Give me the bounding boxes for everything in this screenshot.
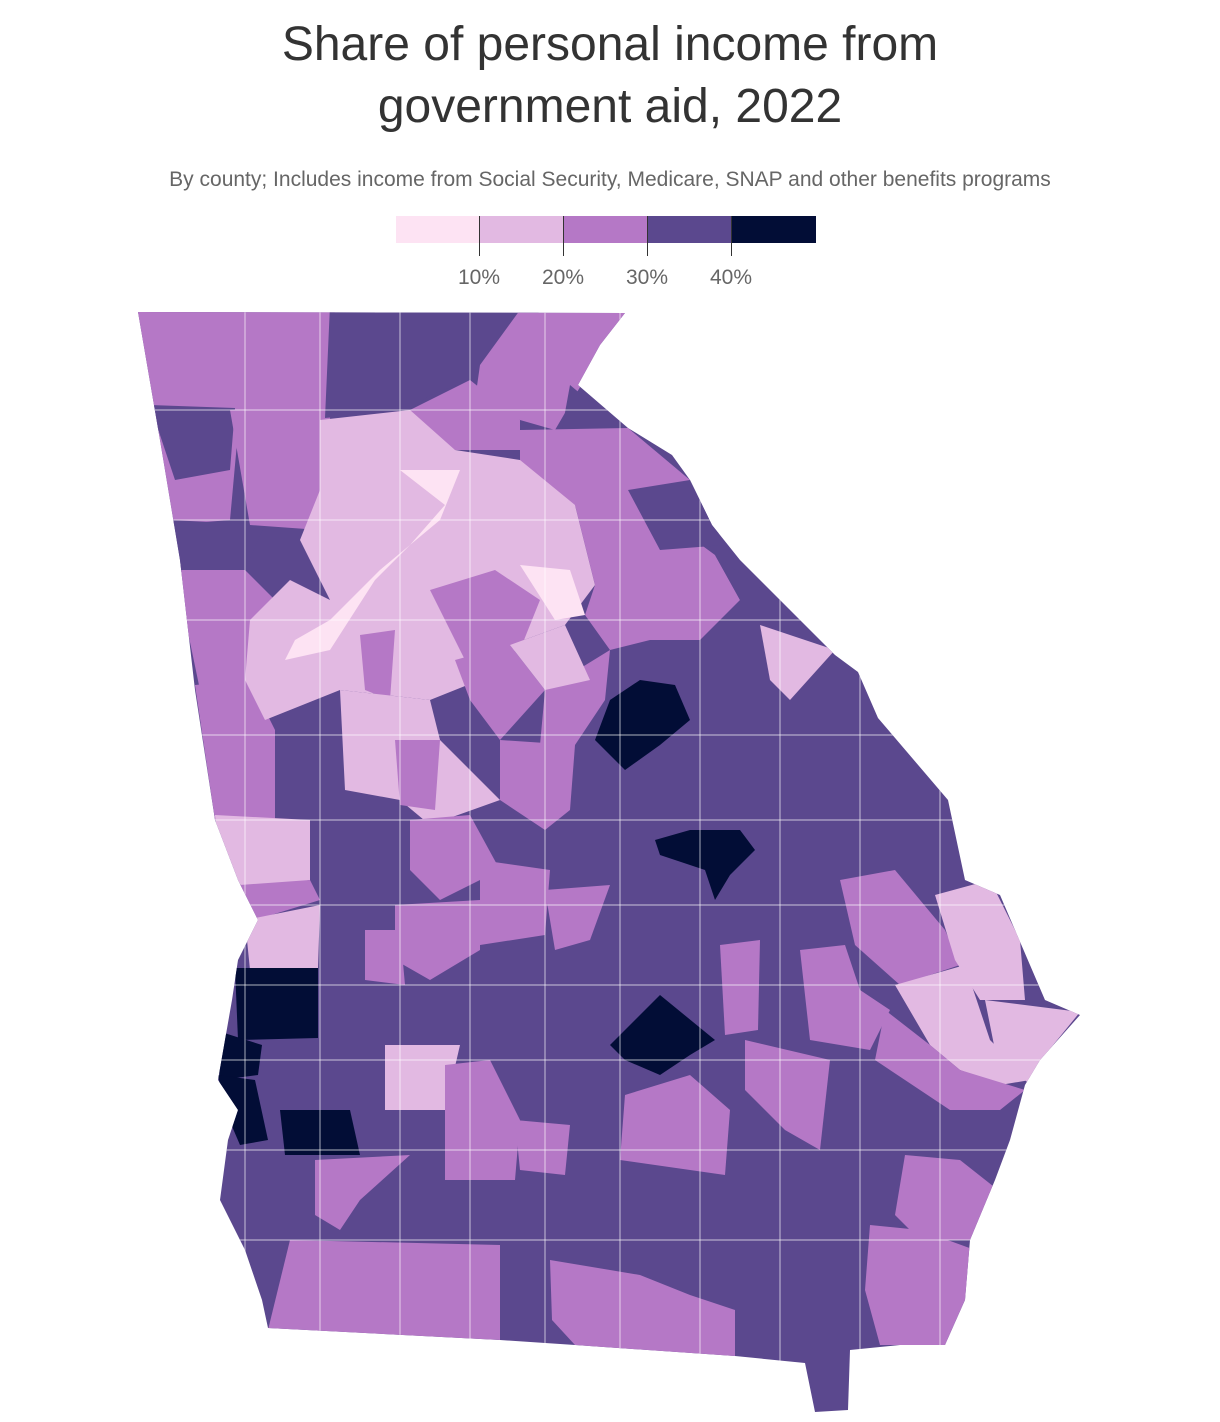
legend-tick-1	[479, 216, 480, 256]
chart-subtitle: By county; Includes income from Social S…	[169, 168, 1051, 191]
legend-swatch-3	[564, 216, 648, 243]
county-n-dark	[325, 312, 540, 418]
legend-swatch-5	[732, 216, 816, 243]
county-ne-2	[628, 480, 725, 550]
legend-tick-2	[563, 216, 564, 256]
legend-swatch-4	[648, 216, 732, 243]
county-nw-6	[230, 405, 330, 530]
legend-tick-4	[731, 216, 732, 256]
county-n-ne-2	[560, 385, 618, 440]
county-east-2	[935, 880, 1025, 1000]
county-ne-3	[715, 555, 790, 640]
county-wc-3	[500, 740, 575, 830]
county-ne-6	[510, 625, 590, 690]
title-line-2: government aid, 2022	[377, 80, 843, 133]
county-darkest-2	[655, 830, 755, 900]
county-nw-2	[150, 405, 235, 480]
county-darkest-1	[595, 680, 690, 770]
county-sw-6	[268, 1240, 500, 1340]
county-wc-4	[215, 815, 310, 890]
county-wc-5	[240, 880, 320, 920]
county-wc-2	[395, 740, 440, 810]
georgia-county-map	[138, 312, 1080, 1412]
county-wc-11	[545, 885, 610, 950]
county-east-8	[745, 1040, 830, 1150]
legend-tick-3	[647, 216, 648, 256]
legend-swatch-2	[480, 216, 564, 243]
county-east-7	[720, 940, 760, 1035]
county-east-1	[840, 870, 960, 985]
county-darkest-4	[215, 1030, 262, 1080]
county-se-1	[895, 1155, 998, 1240]
county-sw-1	[385, 1045, 460, 1110]
county-darkest-7	[610, 995, 715, 1075]
legend-label-10: 10%	[457, 266, 501, 289]
county-wc-8	[395, 900, 480, 980]
county-ne-5	[540, 650, 610, 745]
county-sw-3	[515, 1120, 570, 1175]
county-darkest-3	[235, 968, 318, 1040]
county-sw-7	[550, 1260, 735, 1360]
county-wc-7	[410, 815, 500, 900]
chart-title: Share of personal income from government…	[0, 14, 1220, 138]
county-east-6	[875, 1010, 1025, 1110]
legend-label-40: 40%	[709, 266, 753, 289]
county-east-5	[800, 945, 890, 1050]
county-ne-4	[760, 625, 835, 700]
county-nw-3	[170, 520, 265, 572]
county-n-ne-1	[475, 312, 625, 430]
county-se-2	[865, 1225, 975, 1345]
legend-label-30: 30%	[625, 266, 669, 289]
county-east-3	[895, 965, 1030, 1085]
county-darkest-5	[218, 1075, 268, 1145]
county-metro-east	[520, 565, 585, 620]
county-fills	[138, 312, 1080, 1412]
legend-swatch-1	[396, 216, 480, 243]
county-east-4	[985, 1000, 1080, 1085]
county-metro-mid-3	[455, 645, 545, 740]
county-n-mid	[410, 380, 520, 450]
county-wc-6	[245, 905, 320, 970]
legend-label-20: 20%	[541, 266, 585, 289]
county-metro-core	[285, 470, 460, 660]
county-wc-9	[480, 860, 550, 945]
county-nw-5	[195, 680, 275, 820]
county-sw-5	[315, 1155, 410, 1230]
county-metro-mid-2	[360, 630, 395, 700]
title-line-1: Share of personal income from	[281, 18, 939, 71]
county-metro-mid-1	[430, 570, 540, 660]
county-wc-10	[365, 930, 405, 985]
county-ne-1	[575, 500, 740, 650]
color-legend: 10% 20% 30% 40%	[396, 216, 816, 296]
